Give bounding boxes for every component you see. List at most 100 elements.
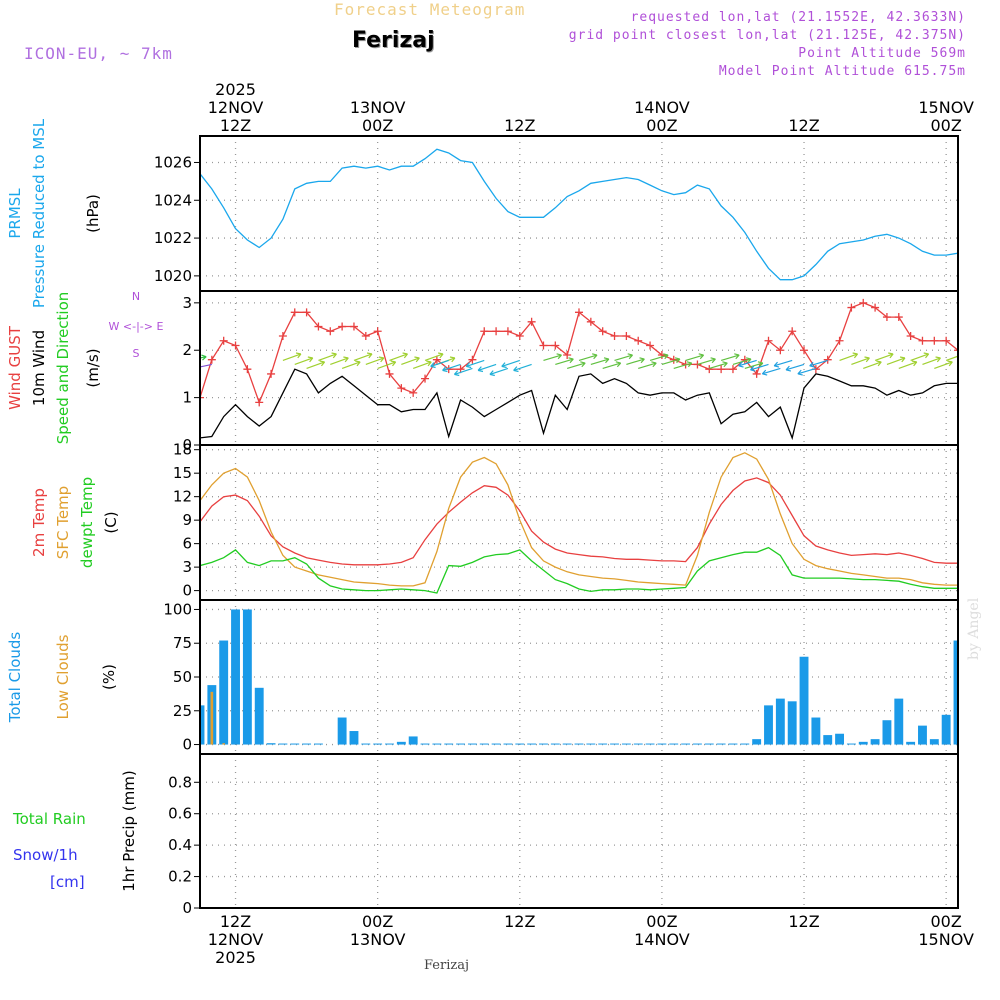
wind-direction-arrow xyxy=(602,362,621,370)
wind-arrowhead xyxy=(785,365,792,372)
wind-direction-arrow xyxy=(762,367,781,375)
top-time-label: 13NOV xyxy=(350,98,406,117)
wind-direction-arrow xyxy=(365,357,385,366)
y-tick-label: 75 xyxy=(173,634,192,652)
total-cloud-bar xyxy=(728,743,738,745)
y-tick-label: 25 xyxy=(173,702,192,720)
total-cloud-bar xyxy=(361,743,371,745)
total-cloud-bar xyxy=(539,743,548,745)
wind-direction-arrow xyxy=(578,354,598,362)
wind-arrowhead xyxy=(757,361,764,368)
precip-label-rain: Total Rain xyxy=(12,810,86,828)
wind-arrowhead xyxy=(355,360,361,367)
wind-direction-arrow xyxy=(970,362,988,368)
wind-arrowhead xyxy=(426,360,432,367)
wind-direction-arrow xyxy=(945,355,958,362)
wind-direction-arrow xyxy=(318,353,337,362)
wind-direction-arrow xyxy=(513,363,532,371)
wind-arrowhead xyxy=(971,357,976,362)
total-cloud-bar xyxy=(716,743,726,745)
total-cloud-bar xyxy=(929,739,939,745)
series-line-sfc-temp xyxy=(200,452,958,587)
total-cloud-bar xyxy=(787,701,797,745)
wind-arrowhead xyxy=(501,362,507,369)
total-cloud-bar xyxy=(692,743,702,745)
total-cloud-bar xyxy=(160,715,169,745)
total-cloud-bar xyxy=(870,739,880,745)
wind-arrowhead xyxy=(615,361,622,368)
wind-direction-arrow xyxy=(851,357,870,366)
panel-label-pressure-reduced-to-msl: Pressure Reduced to MSL xyxy=(30,118,48,308)
gust-marker xyxy=(527,317,536,326)
wind-direction-arrow xyxy=(489,367,509,375)
wind-direction-arrow xyxy=(341,361,361,370)
gust-marker xyxy=(231,341,240,350)
wind-direction-arrow xyxy=(442,363,461,371)
total-cloud-bar xyxy=(894,698,904,745)
wind-direction-arrow xyxy=(477,363,497,371)
total-cloud-bar xyxy=(752,739,762,745)
total-cloud-bar xyxy=(200,705,205,745)
gust-marker xyxy=(657,350,666,359)
wind-arrowhead xyxy=(319,360,326,367)
wind-arrowhead xyxy=(449,356,456,363)
wind-direction-arrow xyxy=(709,362,728,370)
top-time-label: 2025 xyxy=(215,80,256,99)
wind-arrowhead xyxy=(568,357,574,364)
total-cloud-bar xyxy=(621,743,631,745)
wind-direction-arrow xyxy=(200,356,207,359)
top-time-label: 15NOV xyxy=(918,98,974,117)
total-cloud-bar xyxy=(313,743,323,745)
wind-direction-arrow xyxy=(982,354,1000,360)
wind-arrowhead xyxy=(935,356,941,363)
series-line-10m-wind xyxy=(200,368,958,441)
low-cloud-bar xyxy=(210,691,214,745)
y-tick-label: 1020 xyxy=(154,267,192,285)
gust-marker xyxy=(219,336,228,345)
wind-arrowhead xyxy=(745,357,752,364)
bottom-time-label: 14NOV xyxy=(634,930,690,949)
wind-arrowhead xyxy=(797,369,803,376)
wind-arrowhead xyxy=(182,361,187,366)
total-cloud-bar xyxy=(740,743,750,745)
bottom-time-label: 12NOV xyxy=(208,930,264,949)
wind-arrowhead xyxy=(194,365,199,370)
wind-arrowhead xyxy=(995,353,1000,358)
wind-arrowhead xyxy=(983,361,988,366)
gust-marker xyxy=(255,398,264,407)
wind-direction-arrow xyxy=(934,361,953,370)
top-time-label: 00Z xyxy=(930,116,961,135)
precip-label-cm: [cm] xyxy=(50,873,85,891)
total-cloud-bar xyxy=(562,743,572,745)
gust-marker xyxy=(847,303,856,312)
gust-marker xyxy=(966,341,974,349)
panel-label-prmsl: PRMSL xyxy=(6,188,24,239)
total-cloud-bar xyxy=(254,687,264,745)
wind-direction-arrow xyxy=(732,358,752,366)
total-cloud-bar xyxy=(906,741,916,745)
total-cloud-bar xyxy=(278,743,288,745)
wind-direction-arrow xyxy=(306,361,325,370)
panel-unit-label: (C) xyxy=(102,511,120,533)
gust-marker xyxy=(823,355,832,364)
gust-marker xyxy=(800,346,809,355)
total-cloud-bar xyxy=(456,743,466,745)
gust-marker xyxy=(267,369,276,378)
total-cloud-bar xyxy=(704,743,714,745)
panel-unit-label: (m/s) xyxy=(84,348,102,387)
panel-label-wind-gust: Wind GUST xyxy=(6,325,24,410)
wind-arrowhead xyxy=(453,370,460,377)
gust-marker xyxy=(468,355,477,364)
top-time-label: 00Z xyxy=(362,116,393,135)
wind-direction-arrow xyxy=(649,354,669,362)
gust-marker xyxy=(859,298,868,307)
gust-marker xyxy=(421,374,430,383)
wind-direction-arrow xyxy=(661,358,681,366)
bottom-time-label: 15NOV xyxy=(918,930,974,949)
model-altitude: Model Point Altitude 615.75m xyxy=(718,64,966,79)
top-time-label: 14NOV xyxy=(634,98,690,117)
wind-arrowhead xyxy=(773,361,780,368)
gust-marker xyxy=(634,336,643,345)
wind-direction-arrow xyxy=(424,353,444,362)
